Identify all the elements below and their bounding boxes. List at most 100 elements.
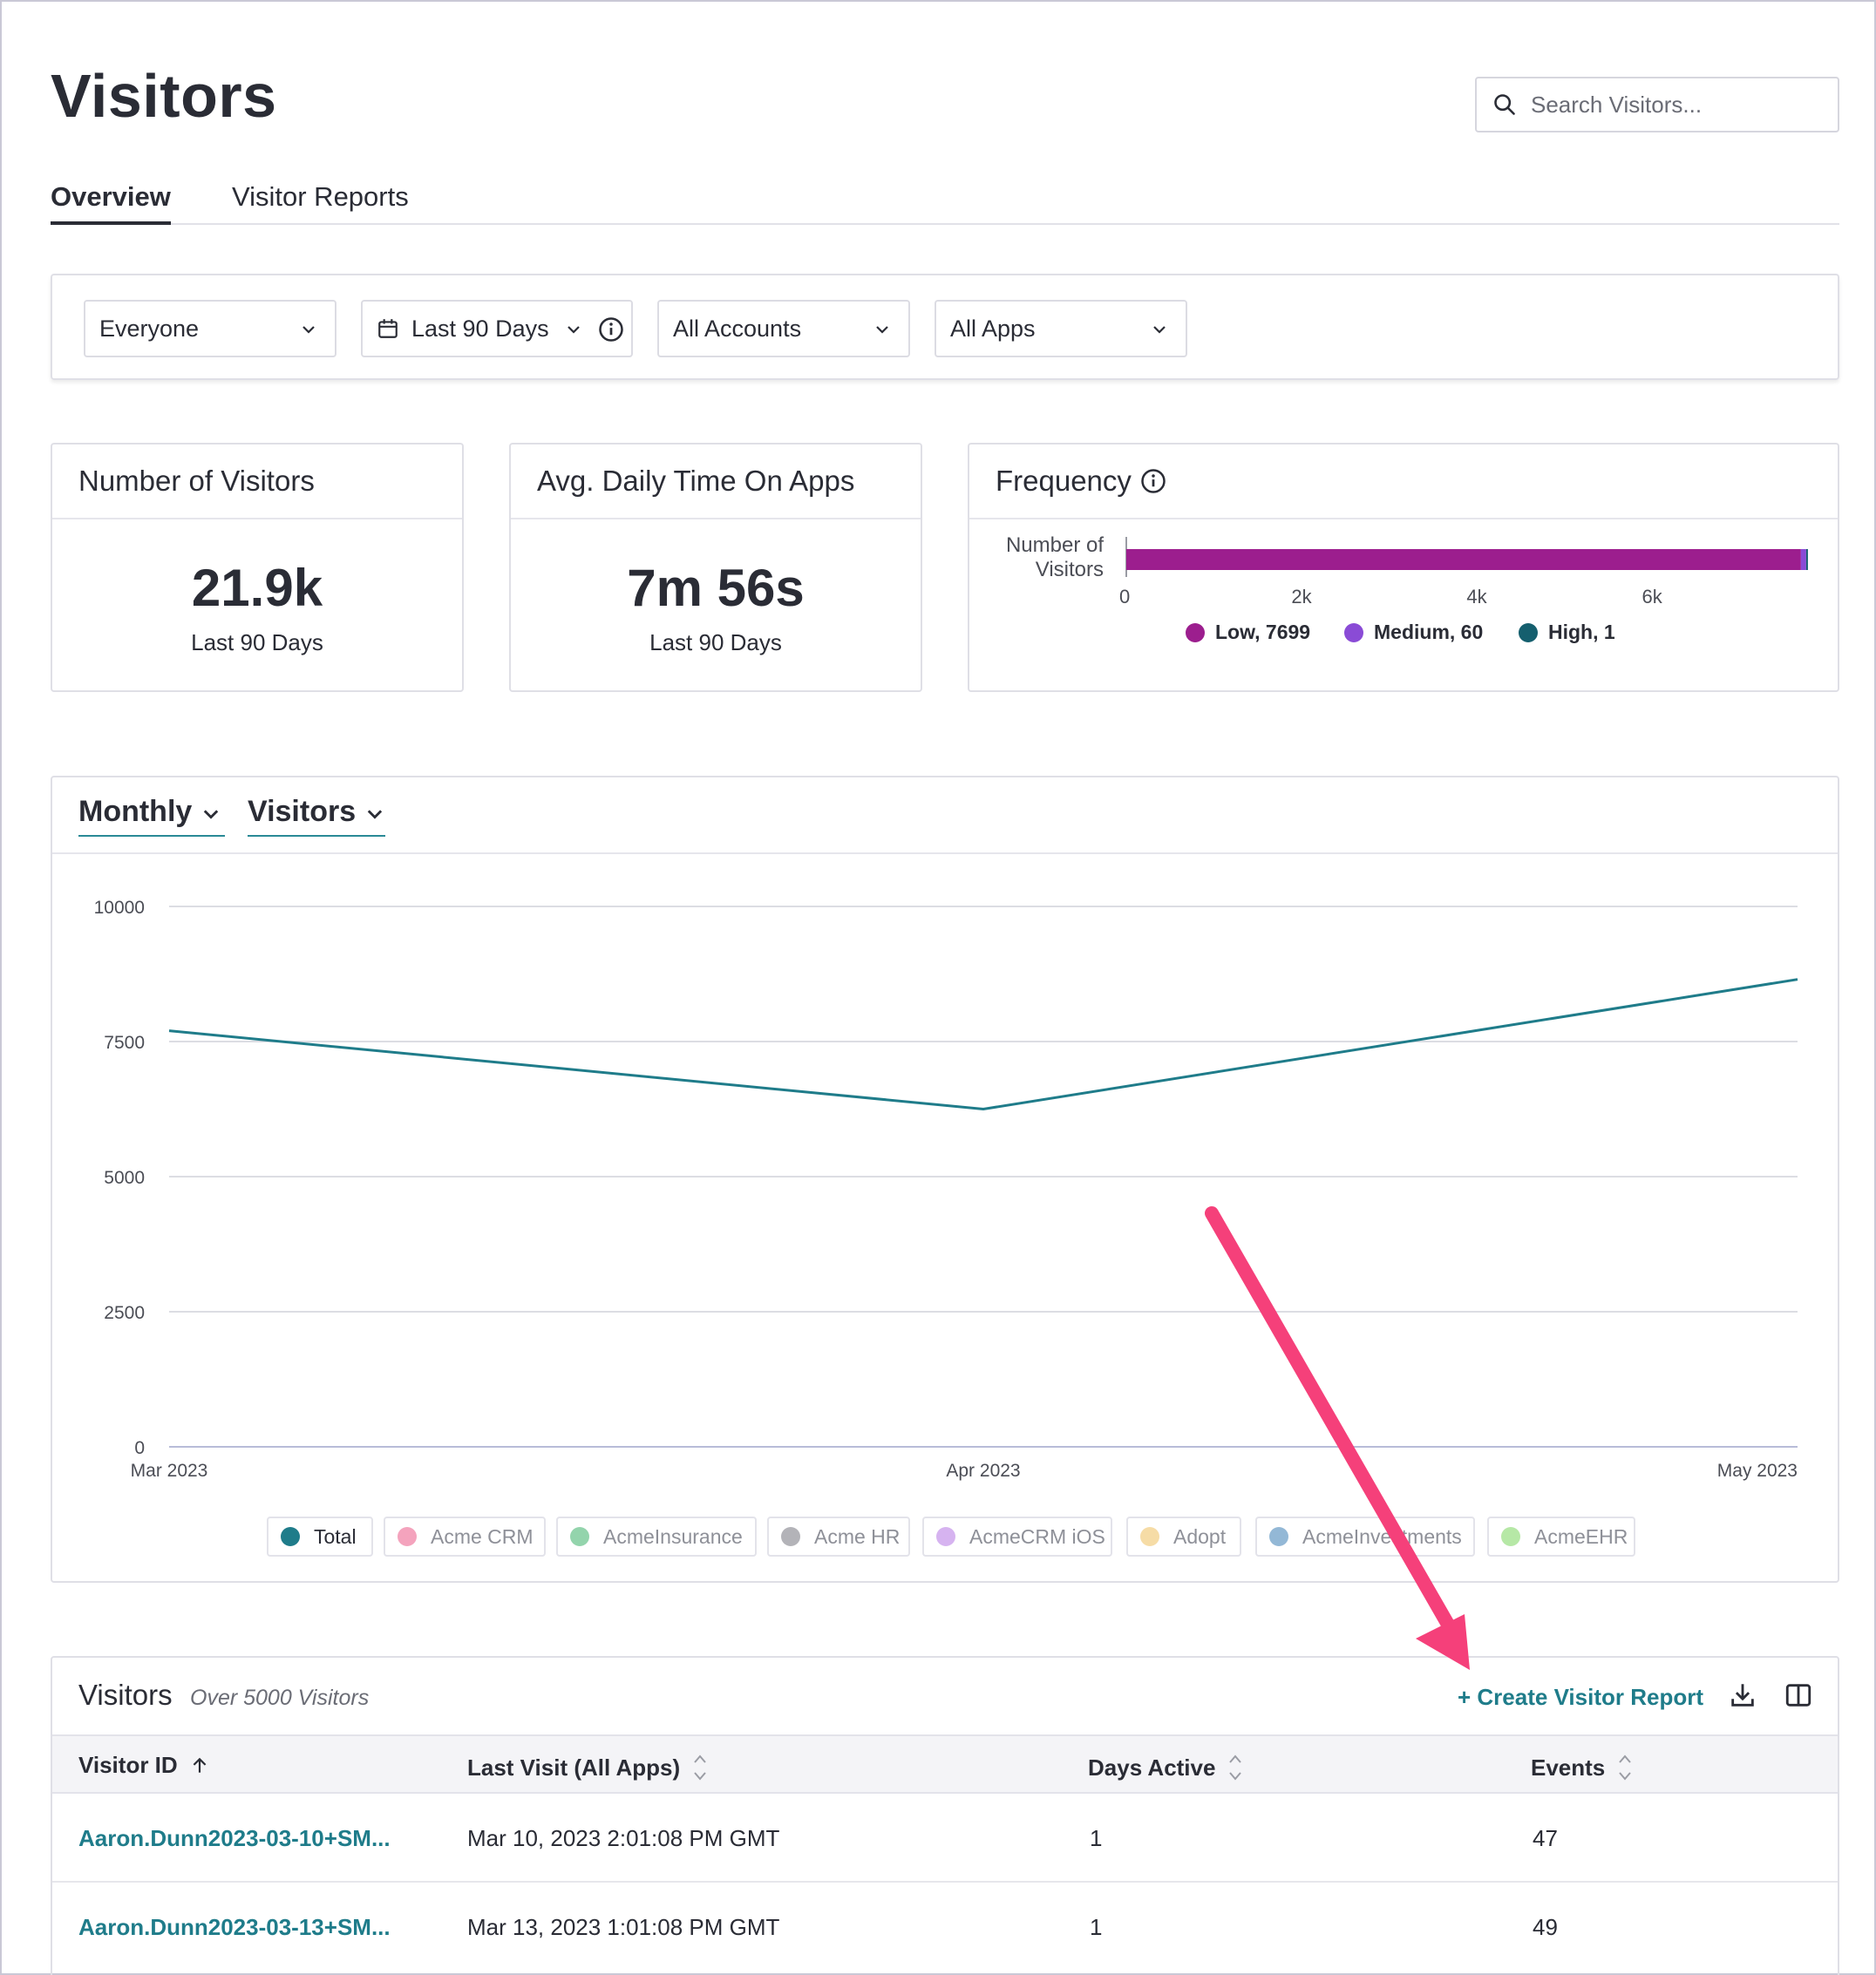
- legend-dot: [1344, 622, 1363, 642]
- visitor-id-link[interactable]: Aaron.Dunn2023-03-10+SM...: [78, 1825, 391, 1851]
- accounts-dropdown[interactable]: All Accounts: [657, 300, 910, 357]
- avg-time-value: 7m 56s: [627, 559, 805, 617]
- info-icon[interactable]: [1140, 468, 1166, 494]
- legend-dot: [1186, 622, 1205, 642]
- chevron-down-icon: [876, 326, 888, 334]
- days-active-cell: 1: [1090, 1825, 1103, 1851]
- date-range-dropdown[interactable]: Last 90 Days: [361, 300, 633, 357]
- card-title: Number of Visitors: [52, 445, 462, 519]
- legend-dot: [1140, 1527, 1159, 1546]
- legend-dot: [936, 1527, 955, 1546]
- metric-dropdown[interactable]: Visitors: [248, 795, 385, 837]
- legend-dot: [398, 1527, 417, 1546]
- x-tick-label: Apr 2023: [946, 1461, 1020, 1481]
- legend-label: Total: [314, 1524, 357, 1548]
- apps-dropdown[interactable]: All Apps: [935, 300, 1187, 357]
- table-header: Visitor ID Last Visit (All Apps) Days Ac…: [52, 1734, 1838, 1794]
- frequency-y-label: Number of Visitors: [969, 533, 1104, 582]
- visitors-line-chart: 0 2500 5000 7500 10000 Mar 2023 Apr 2023 May 20…: [94, 898, 1798, 1481]
- legend-label: AcmeInsurance: [603, 1524, 743, 1548]
- legend-pill[interactable]: Total: [267, 1517, 373, 1557]
- frequency-bar-high: [1805, 549, 1808, 570]
- x-tick-label: Mar 2023: [131, 1461, 208, 1481]
- date-range-value: Last 90 Days: [411, 315, 549, 342]
- frequency-y-label-line2: Visitors: [1035, 558, 1104, 581]
- period-dropdown[interactable]: Monthly: [78, 795, 225, 837]
- frequency-legend-medium: Medium, 60: [1344, 621, 1483, 644]
- legend-label: Adopt: [1173, 1524, 1227, 1548]
- download-icon[interactable]: [1728, 1680, 1757, 1710]
- x-tick-label: May 2023: [1717, 1461, 1798, 1481]
- tab-overview[interactable]: Overview: [51, 181, 171, 225]
- search-input[interactable]: [1531, 91, 1827, 119]
- chevron-down-icon: [1153, 326, 1166, 334]
- column-header-last-visit[interactable]: Last Visit (All Apps): [467, 1752, 708, 1783]
- legend-pill[interactable]: AcmeEHR: [1487, 1517, 1635, 1557]
- legend-label: Medium, 60: [1374, 621, 1484, 643]
- card-title: Avg. Daily Time On Apps: [511, 445, 921, 519]
- frequency-bar-chart: 0 2k 4k 6k: [1119, 537, 1808, 607]
- visitors-chart-card: Monthly Visitors: [51, 776, 1839, 1583]
- chevron-down-icon: [568, 326, 580, 334]
- create-visitor-report-link[interactable]: + Create Visitor Report: [1458, 1684, 1704, 1710]
- legend-pill[interactable]: AcmeInvestments: [1255, 1517, 1475, 1557]
- frequency-tick-label: 4k: [1466, 586, 1487, 607]
- legend-pill[interactable]: Acme CRM: [384, 1517, 546, 1557]
- column-header-visitor-id[interactable]: Visitor ID: [78, 1752, 209, 1779]
- avg-time-period: Last 90 Days: [649, 629, 782, 655]
- legend-label: Acme HR: [814, 1524, 901, 1548]
- search-box[interactable]: [1475, 77, 1839, 132]
- legend-label: AcmeInvestments: [1302, 1524, 1462, 1548]
- visitors-count: 21.9k: [191, 559, 323, 617]
- legend-pill[interactable]: AcmeInsurance: [556, 1517, 757, 1557]
- table-row: Aaron.Dunn2023-03-13+SM... Mar 13, 2023 …: [52, 1884, 1838, 1972]
- apps-value: All Apps: [950, 315, 1036, 342]
- table-title: Visitors: [78, 1679, 173, 1711]
- series-line-total: [168, 978, 1798, 1111]
- legend-pill[interactable]: Adopt: [1126, 1517, 1241, 1557]
- frequency-y-label-line1: Number of: [1005, 533, 1104, 557]
- column-header-days-active[interactable]: Days Active: [1088, 1752, 1243, 1783]
- legend-dot: [1519, 622, 1538, 642]
- columns-icon[interactable]: [1784, 1680, 1813, 1710]
- sort-icon: [694, 1754, 706, 1781]
- legend-dot: [281, 1527, 300, 1546]
- y-tick-label: 10000: [94, 898, 145, 918]
- sort-icon: [1229, 1754, 1242, 1781]
- visitor-id-link[interactable]: Aaron.Dunn2023-03-13+SM...: [78, 1914, 391, 1940]
- column-header-events[interactable]: Events: [1531, 1752, 1633, 1783]
- legend-pill[interactable]: AcmeCRM iOS: [922, 1517, 1112, 1557]
- column-label: Visitor ID: [78, 1752, 178, 1778]
- accounts-value: All Accounts: [673, 315, 802, 342]
- frequency-tick-label: 6k: [1642, 586, 1662, 607]
- info-icon[interactable]: [598, 316, 624, 343]
- legend-dot: [781, 1527, 800, 1546]
- tab-bar: Overview Visitor Reports: [51, 174, 1839, 225]
- frequency-tick-label: 0: [1119, 586, 1130, 607]
- last-visit-cell: Mar 13, 2023 1:01:08 PM GMT: [467, 1914, 780, 1940]
- chevron-down-icon: [302, 326, 315, 334]
- tab-visitor-reports[interactable]: Visitor Reports: [232, 181, 409, 212]
- legend-label: AcmeEHR: [1534, 1524, 1628, 1548]
- visitors-period: Last 90 Days: [191, 629, 323, 655]
- search-icon: [1494, 94, 1515, 115]
- legend-dot: [1269, 1527, 1288, 1546]
- legend-dot: [570, 1527, 589, 1546]
- legend-pill[interactable]: Acme HR: [767, 1517, 910, 1557]
- filter-bar: Everyone Last 90 Days All Accounts All A…: [51, 274, 1839, 380]
- legend-label: High, 1: [1548, 621, 1615, 643]
- card-frequency: Frequency: [968, 443, 1839, 692]
- events-cell: 47: [1533, 1825, 1558, 1851]
- arrow-up-icon: [193, 1757, 207, 1773]
- column-label: Days Active: [1088, 1754, 1216, 1781]
- frequency-bar-medium: [1800, 549, 1806, 570]
- metric-value: Visitors: [248, 795, 357, 828]
- segment-dropdown[interactable]: Everyone: [84, 300, 336, 357]
- days-active-cell: 1: [1090, 1914, 1103, 1940]
- last-visit-cell: Mar 10, 2023 2:01:08 PM GMT: [467, 1825, 780, 1851]
- frequency-tick-label: 2k: [1291, 586, 1312, 607]
- period-value: Monthly: [78, 795, 193, 828]
- frequency-legend-high: High, 1: [1519, 621, 1615, 644]
- frequency-header: Frequency: [969, 445, 1838, 519]
